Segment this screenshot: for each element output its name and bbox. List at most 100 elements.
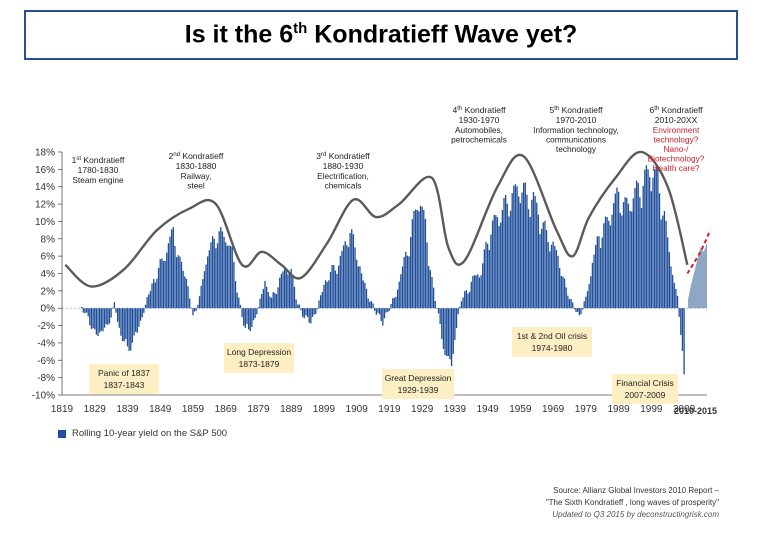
yield-bar [642, 185, 644, 309]
yield-bar [452, 308, 454, 354]
source-line-2: "The Sixth Kondratieff , long waves of p… [545, 498, 719, 507]
wave-label: 4th Kondratieff1930-1970Automobiles,petr… [451, 105, 507, 145]
x-tick-label: 1949 [477, 404, 500, 415]
y-tick-label: 12% [35, 200, 55, 211]
yield-bar [657, 169, 659, 309]
yield-bar [171, 229, 173, 309]
yield-bar [678, 308, 680, 317]
yield-bar [522, 182, 525, 309]
yield-bar [508, 216, 510, 309]
yield-bar [683, 308, 685, 375]
yield-bar [87, 308, 89, 317]
yield-bar [202, 279, 204, 309]
yield-bar [226, 245, 228, 309]
yield-bar [157, 267, 160, 309]
x-tick-label: 1919 [378, 404, 401, 415]
yield-bar [665, 220, 667, 309]
wave-desc: Railway, [181, 171, 212, 181]
yield-bar [393, 297, 395, 309]
y-tick-label: 10% [35, 217, 55, 228]
x-tick-label: 1889 [280, 404, 303, 415]
yield-bar [265, 286, 268, 309]
yield-bar [468, 291, 471, 309]
yield-bar [244, 308, 247, 328]
yield-bar [180, 261, 183, 309]
yield-bar [148, 294, 150, 309]
y-tick-label: 0% [41, 304, 56, 315]
yield-bar [464, 291, 466, 309]
yield-bar [169, 236, 171, 309]
y-tick-label: -10% [32, 391, 55, 402]
yield-bar [356, 259, 358, 309]
yield-bar [467, 293, 469, 309]
yield-bar [486, 243, 489, 309]
yield-bar [311, 308, 314, 317]
wave-desc: petrochemicals [451, 135, 507, 145]
yield-bar [532, 191, 535, 309]
yield-bar [303, 308, 305, 319]
yield-bar [562, 276, 564, 309]
yield-bar [616, 187, 618, 309]
chart-title: Is it the 6th Kondratieff Wave yet? [185, 20, 578, 49]
yield-bar [632, 198, 634, 309]
wave-desc: Steam engine [72, 175, 124, 185]
yield-bar [653, 169, 656, 309]
yield-bar [346, 245, 348, 309]
yield-bar [136, 308, 138, 333]
yield-bar [457, 308, 459, 315]
yield-bar [156, 278, 158, 309]
yield-bar [498, 226, 500, 309]
yield-bar [175, 257, 178, 309]
yield-bar [166, 252, 168, 309]
x-tick-label: 1879 [247, 404, 270, 415]
yield-bar [293, 286, 296, 309]
yield-bar [509, 210, 512, 309]
crisis-callout: Long Depression 1873-1879 [224, 343, 294, 373]
callout-title: Panic of 1837 [98, 368, 150, 378]
yield-bar [182, 270, 184, 309]
yield-bar [588, 284, 590, 309]
x-tick-label: 1989 [607, 404, 630, 415]
yield-bar [172, 227, 174, 309]
yield-bar [141, 308, 143, 318]
yield-bar [513, 185, 515, 309]
yield-bar [631, 211, 633, 309]
yield-bar [144, 304, 147, 309]
yield-bar [593, 254, 595, 309]
yield-bar [185, 278, 188, 309]
yield-bar [396, 289, 399, 309]
yield-bar [542, 222, 544, 309]
yield-bar [503, 197, 505, 309]
yield-bar [670, 266, 672, 309]
x-tick-label: 1829 [84, 404, 107, 415]
yield-bar [423, 210, 425, 309]
yield-bar [668, 252, 671, 309]
x-tick-label: 1969 [542, 404, 565, 415]
yield-bar [501, 210, 504, 309]
callout-title: Great Depression [385, 373, 452, 383]
yield-bar [403, 257, 405, 309]
yield-bar [274, 292, 276, 309]
yield-bar [162, 260, 165, 309]
x-tick-label: 1899 [313, 404, 336, 415]
yield-bar [298, 304, 301, 309]
crisis-callout: Panic of 1837 1837-1843 [89, 364, 159, 394]
yield-bar [92, 308, 94, 329]
x-tick-label-recent: 2010-2015 [674, 406, 717, 416]
yield-bar [347, 247, 350, 309]
yield-bar [128, 308, 130, 351]
yield-bar [364, 282, 366, 309]
yield-bar [550, 244, 553, 309]
yield-bar [627, 203, 630, 309]
yield-bar [328, 280, 330, 309]
yield-bar [614, 193, 616, 309]
yield-bar [306, 308, 309, 317]
yield-bar [297, 304, 299, 309]
yield-bar [82, 308, 84, 313]
yield-bar [326, 281, 328, 309]
yield-bar [531, 199, 533, 309]
callout-title: 1st & 2nd Oil crisis [517, 331, 587, 341]
yield-bar [629, 210, 631, 309]
yield-bar [580, 308, 582, 315]
